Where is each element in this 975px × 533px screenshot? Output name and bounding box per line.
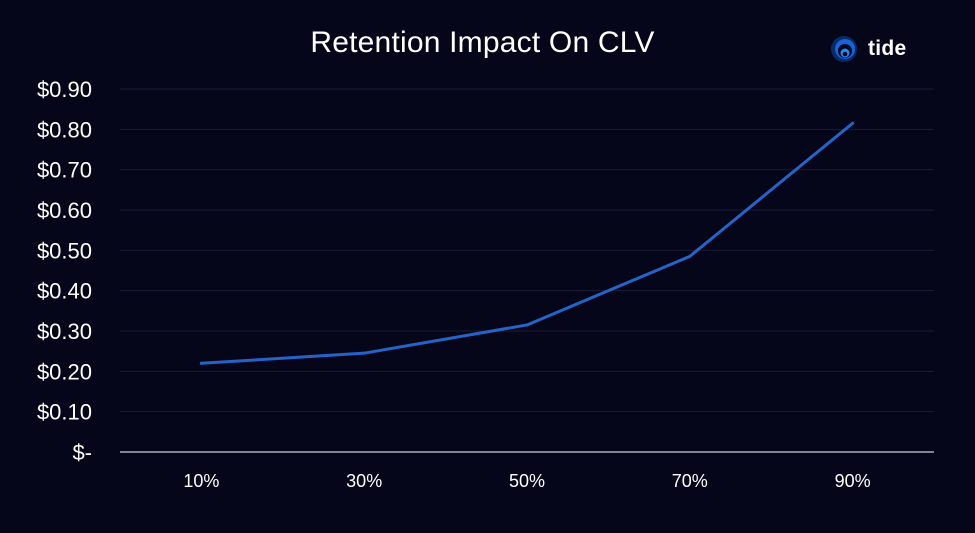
y-tick-label: $0.90 bbox=[37, 77, 92, 102]
data-point bbox=[199, 361, 203, 365]
y-tick-label: $0.70 bbox=[37, 158, 92, 183]
y-tick-label: $0.50 bbox=[37, 238, 92, 263]
brand-logo: tide bbox=[830, 32, 907, 66]
data-point bbox=[851, 121, 855, 125]
x-tick-label: 70% bbox=[672, 471, 708, 491]
data-point bbox=[362, 351, 366, 355]
brand-name: tide bbox=[868, 37, 907, 60]
series-layer bbox=[199, 121, 855, 365]
data-point bbox=[688, 254, 692, 258]
y-tick-label: $0.60 bbox=[37, 198, 92, 223]
x-tick-label: 50% bbox=[509, 471, 545, 491]
x-tick-label: 30% bbox=[346, 471, 382, 491]
data-point bbox=[525, 323, 529, 327]
chart-title: Retention Impact On CLV bbox=[310, 26, 655, 59]
x-axis-ticks: 10% 30% 50% 70% 90% bbox=[183, 471, 870, 491]
y-tick-label: $- bbox=[72, 440, 92, 465]
tide-logo-icon bbox=[831, 36, 857, 62]
y-tick-label: $0.10 bbox=[37, 400, 92, 425]
series-line bbox=[199, 121, 855, 365]
gridlines bbox=[120, 88, 934, 413]
y-axis-ticks: $- $0.10 $0.20 $0.30 $0.40 $0.50 $0.60 $0.70 $0.… bbox=[37, 77, 92, 465]
x-tick-label: 10% bbox=[183, 471, 219, 491]
y-tick-label: $0.30 bbox=[37, 319, 92, 344]
y-tick-label: $0.40 bbox=[37, 279, 92, 304]
x-tick-label: 90% bbox=[835, 471, 871, 491]
y-tick-label: $0.80 bbox=[37, 117, 92, 142]
y-tick-label: $0.20 bbox=[37, 359, 92, 384]
